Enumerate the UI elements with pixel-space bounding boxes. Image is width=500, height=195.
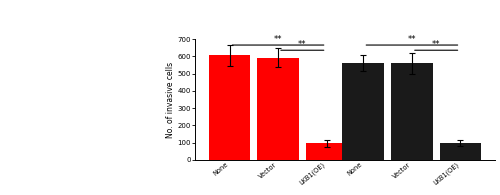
Y-axis label: No. of invasive cells: No. of invasive cells [166,61,174,137]
Bar [440,143,482,160]
Bar [342,63,384,160]
Text: **: ** [298,40,306,49]
Text: **: ** [432,40,440,49]
Text: **: ** [274,35,282,44]
Bar [391,63,433,160]
Bar [208,55,250,160]
Bar [306,144,348,160]
Text: **: ** [408,35,416,44]
Bar [257,58,299,160]
